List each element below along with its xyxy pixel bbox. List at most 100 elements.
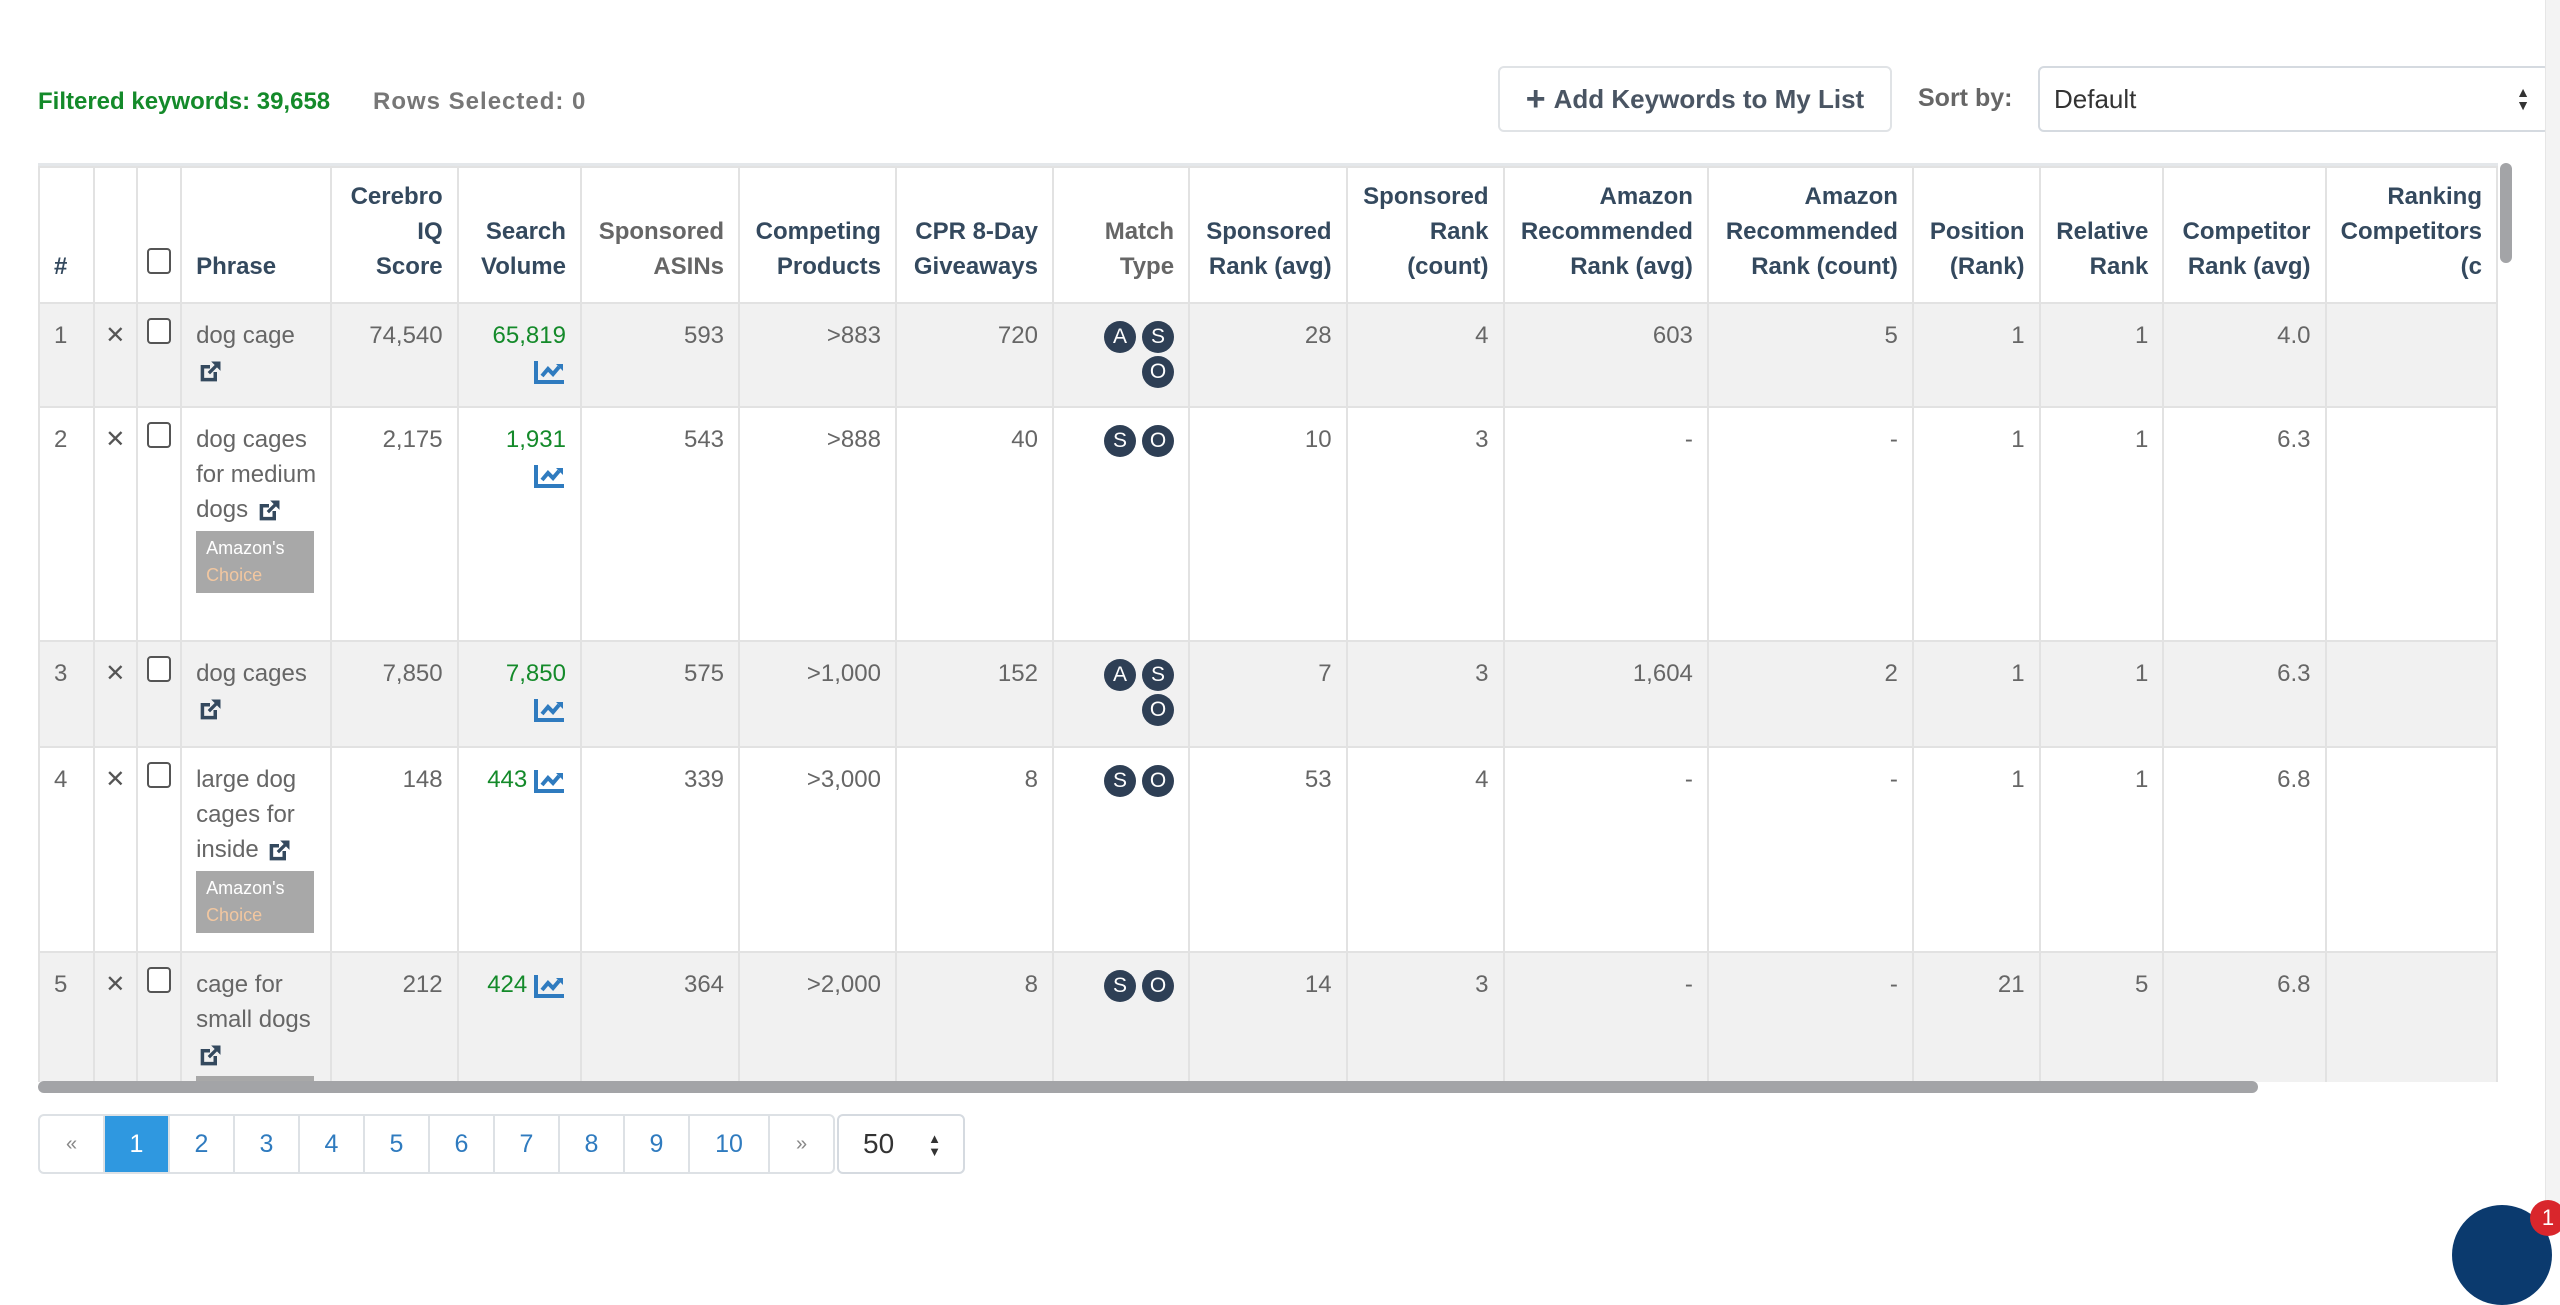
- competing-cell: >883: [738, 302, 897, 408]
- column-header-position[interactable]: Position (Rank): [1911, 166, 2041, 304]
- sponsored-asins-cell: 575: [579, 640, 741, 748]
- column-header-sponsored_asins[interactable]: Sponsored ASINs: [579, 166, 741, 304]
- select-arrows-icon: ▲ ▼: [928, 1131, 941, 1159]
- competing-cell: >888: [738, 406, 897, 642]
- amz-rec-avg-cell: -: [1502, 951, 1709, 1082]
- position-cell: 21: [1911, 951, 2041, 1082]
- remove-row-button[interactable]: ✕: [93, 406, 138, 642]
- filtered-keywords-count: Filtered keywords: 39,658: [38, 88, 331, 115]
- search-volume-value[interactable]: 7,850: [505, 660, 566, 687]
- column-header-label: Ranking Competitors (c: [2340, 183, 2482, 280]
- horizontal-scrollbar[interactable]: [38, 1081, 2258, 1093]
- column-header-spon_rank_avg[interactable]: Sponsored Rank (avg): [1188, 166, 1348, 304]
- match-type-o-badge: O: [1142, 970, 1175, 1002]
- pagination-page-2[interactable]: 2: [170, 1116, 235, 1172]
- column-header-label: Amazon Recommended Rank (count): [1725, 183, 1898, 280]
- pagination-prev[interactable]: «: [40, 1116, 105, 1172]
- add-keywords-to-list-button[interactable]: + Add Keywords to My List: [1498, 66, 1892, 132]
- external-link-icon[interactable]: [196, 696, 224, 724]
- trend-chart-icon[interactable]: [533, 359, 566, 385]
- column-header-amz_rec_avg[interactable]: Amazon Recommended Rank (avg): [1502, 166, 1709, 304]
- column-header-cerebro[interactable]: Cerebro IQ Score: [330, 166, 459, 304]
- table-row[interactable]: 2 ✕ dog cages for medium dogs Amazon's Choi…: [38, 406, 2498, 642]
- column-header-remove[interactable]: [93, 166, 138, 304]
- table-row[interactable]: 1 ✕ dog cage 74,540 65,819 593 >883 720 A SO 28 4 6…: [38, 302, 2498, 408]
- column-header-cpr[interactable]: CPR 8-Day Giveaways: [894, 166, 1054, 304]
- page-scrollbar[interactable]: [2545, 0, 2560, 1231]
- column-header-label: Position (Rank): [1929, 218, 2025, 280]
- row-checkbox[interactable]: [146, 422, 171, 448]
- trend-chart-icon[interactable]: [533, 697, 566, 723]
- external-link-icon[interactable]: [196, 1042, 224, 1070]
- column-header-label: Cerebro IQ Score: [350, 183, 443, 280]
- column-header-label: Search Volume: [481, 218, 566, 280]
- search-volume-value[interactable]: 424: [487, 971, 528, 998]
- column-header-amz_rec_count[interactable]: Amazon Recommended Rank (count): [1706, 166, 1914, 304]
- pagination-page-4[interactable]: 4: [300, 1116, 365, 1172]
- match-type-o-badge: O: [1142, 765, 1175, 797]
- match-type-cell: A SO: [1051, 640, 1191, 748]
- search-volume-value[interactable]: 65,819: [492, 322, 566, 349]
- sponsored-asins-cell: 593: [579, 302, 741, 408]
- comp-rank-avg-cell: 6.8: [2162, 951, 2327, 1082]
- column-header-comp_rank_avg[interactable]: Competitor Rank (avg): [2162, 166, 2327, 304]
- column-header-search_volume[interactable]: Search Volume: [456, 166, 582, 304]
- column-header-relative[interactable]: Relative Rank: [2038, 166, 2165, 304]
- pagination-page-8[interactable]: 8: [560, 1116, 625, 1172]
- spon-rank-count-cell: 3: [1345, 406, 1505, 642]
- pagination-page-9[interactable]: 9: [625, 1116, 690, 1172]
- remove-row-button[interactable]: ✕: [93, 951, 138, 1082]
- badge-line2: Choice: [206, 905, 263, 925]
- remove-row-button[interactable]: ✕: [93, 746, 138, 953]
- sponsored-asins-cell: 364: [579, 951, 741, 1082]
- sort-by-select[interactable]: Default ▲ ▼: [2038, 66, 2550, 132]
- pagination-next[interactable]: »: [795, 1132, 808, 1155]
- table-vertical-scrollbar[interactable]: [2500, 163, 2512, 263]
- table-row[interactable]: 3 ✕ dog cages 7,850 7,850 575 >1,000 152 A SO 7 3 1…: [38, 640, 2498, 748]
- match-type-a-badge: A: [1104, 321, 1137, 353]
- phrase-cell: large dog cages for inside Amazon's Choic…: [180, 746, 333, 953]
- trend-chart-icon[interactable]: [533, 463, 566, 489]
- row-checkbox[interactable]: [146, 656, 171, 682]
- column-header-label: Amazon Recommended Rank (avg): [1520, 183, 1693, 280]
- column-header-competing[interactable]: Competing Products: [738, 166, 897, 304]
- column-header-select[interactable]: [135, 166, 183, 304]
- search-volume-cell: 443: [456, 746, 582, 953]
- column-header-spon_rank_count[interactable]: Sponsored Rank (count): [1345, 166, 1505, 304]
- position-cell: 1: [1911, 640, 2041, 748]
- phrase-cell: dog cages: [180, 640, 333, 748]
- remove-row-button[interactable]: ✕: [93, 302, 138, 408]
- column-header-num[interactable]: #: [38, 166, 96, 304]
- pagination-page-7[interactable]: 7: [495, 1116, 560, 1172]
- per-page-select[interactable]: 50 ▲ ▼: [837, 1114, 965, 1174]
- select-all-checkbox[interactable]: [146, 248, 171, 274]
- external-link-icon[interactable]: [255, 497, 283, 525]
- pagination-page-1[interactable]: 1: [105, 1116, 170, 1172]
- cpr-cell: 8: [894, 746, 1054, 953]
- row-checkbox[interactable]: [146, 318, 171, 344]
- column-header-ranking_comp[interactable]: Ranking Competitors (c: [2324, 166, 2498, 304]
- row-checkbox[interactable]: [146, 762, 171, 788]
- table-row[interactable]: 5✕cage for small dogs Amazon'sChoice2124…: [38, 951, 2498, 1082]
- phrase-text: dog cages for medium dogs: [196, 426, 317, 523]
- search-volume-value[interactable]: 1,931: [505, 426, 566, 453]
- pagination-page-6[interactable]: 6: [430, 1116, 495, 1172]
- amazons-choice-badge: Amazon's Choice: [196, 531, 315, 593]
- pagination-page-5[interactable]: 5: [365, 1116, 430, 1172]
- external-link-icon[interactable]: [265, 837, 293, 865]
- pagination-page-10[interactable]: 10: [690, 1116, 770, 1172]
- amz-rec-count-cell: -: [1706, 951, 1914, 1082]
- row-checkbox[interactable]: [146, 967, 171, 993]
- external-link-icon[interactable]: [196, 358, 224, 386]
- remove-row-button[interactable]: ✕: [93, 640, 138, 748]
- column-header-phrase[interactable]: Phrase: [180, 166, 333, 304]
- match-type-s-badge: S: [1142, 321, 1175, 353]
- search-volume-value[interactable]: 443: [487, 766, 528, 793]
- trend-chart-icon[interactable]: [533, 768, 566, 794]
- column-header-match_type[interactable]: Match Type: [1051, 166, 1191, 304]
- table-row[interactable]: 4 ✕ large dog cages for inside Amazon's Cho…: [38, 746, 2498, 953]
- badge-line1: Amazon's: [206, 878, 285, 898]
- pagination-page-3[interactable]: 3: [235, 1116, 300, 1172]
- trend-chart-icon[interactable]: [533, 973, 566, 999]
- match-type-s-badge: S: [1142, 659, 1175, 691]
